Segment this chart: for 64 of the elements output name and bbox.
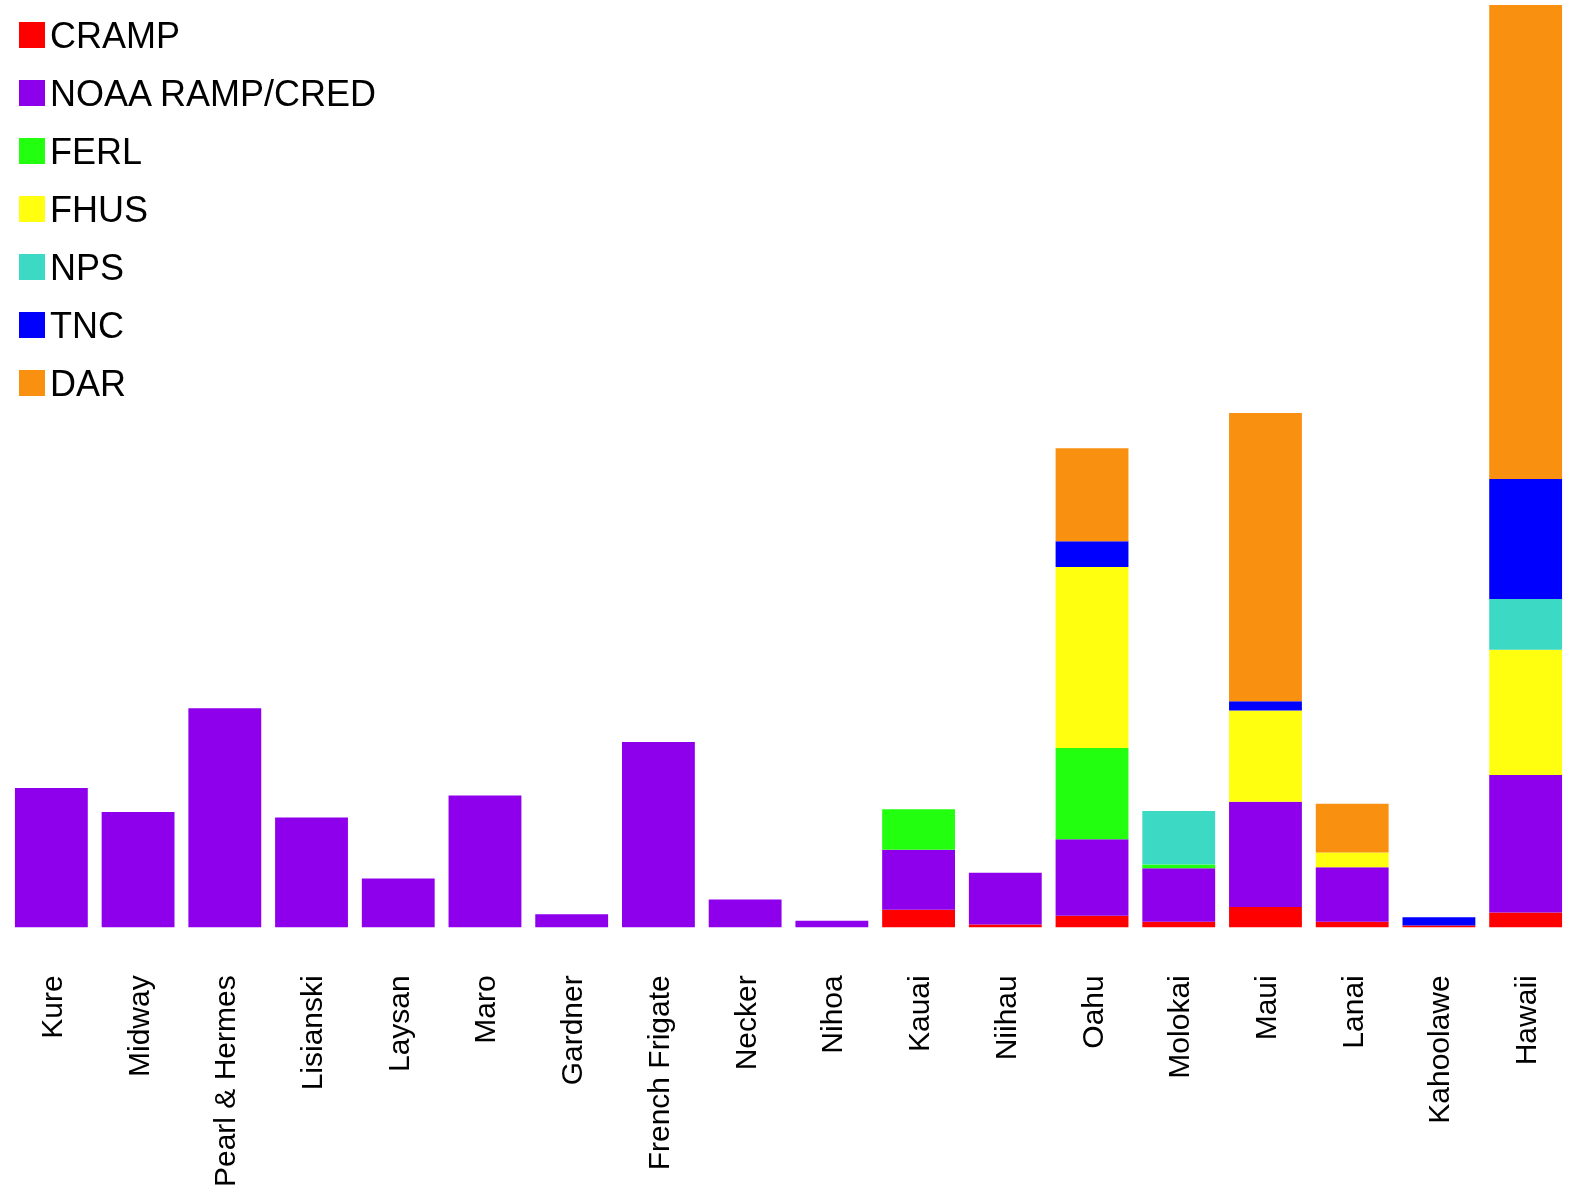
bar [361, 878, 435, 928]
bar [1489, 5, 1563, 480]
bar [101, 811, 175, 928]
bar [535, 914, 609, 928]
bar [1142, 811, 1216, 865]
bar [1229, 801, 1302, 907]
x-tick-label: Kure [34, 975, 68, 1039]
bar [1402, 917, 1476, 926]
legend-label: FERL [50, 130, 143, 172]
bar [188, 708, 262, 928]
bar [1489, 912, 1563, 928]
bar [795, 920, 869, 928]
bar [1315, 803, 1389, 853]
bar [1315, 867, 1389, 922]
bar [1055, 541, 1129, 568]
legend-label: NOAA RAMP/CRED [50, 72, 377, 114]
bar [1489, 598, 1563, 650]
x-tick-label: Gardner [555, 975, 589, 1086]
bar [1055, 839, 1129, 916]
bar [882, 849, 956, 910]
bar [1229, 906, 1302, 928]
x-tick-label: Maro [468, 975, 502, 1044]
legend-label: NPS [50, 246, 125, 288]
legend-label: TNC [50, 304, 124, 346]
x-tick-label: Necker [728, 975, 762, 1071]
bar [968, 872, 1042, 925]
bar [275, 817, 348, 928]
bar [1142, 921, 1216, 928]
x-tick-label: Lanai [1335, 975, 1369, 1049]
bar [1229, 701, 1302, 711]
bar [1489, 775, 1563, 913]
bar [1315, 852, 1389, 868]
legend-label: FHUS [50, 188, 148, 230]
bar [1489, 649, 1563, 776]
bar [448, 795, 522, 928]
x-tick-label: Oahu [1075, 975, 1109, 1049]
bar [1055, 747, 1129, 840]
x-tick-label: Midway [121, 975, 155, 1077]
bar [621, 741, 695, 928]
x-tick-label: French Frigate [641, 975, 675, 1171]
x-tick-label: Laysan [381, 975, 415, 1073]
bar [1229, 710, 1302, 802]
legend-label: CRAMP [50, 14, 181, 56]
x-tick-label: Kauai [902, 975, 936, 1053]
bar [1142, 868, 1216, 922]
x-tick-label: Lisianski [295, 975, 329, 1091]
bar [882, 809, 956, 850]
x-tick-label: Hawaii [1509, 975, 1543, 1066]
x-tick-label: Kahoolawe [1422, 975, 1456, 1124]
x-tick-label: Molokai [1162, 975, 1196, 1079]
x-tick-label: Nihoa [815, 974, 849, 1054]
bar [1055, 915, 1129, 928]
bar [1055, 448, 1129, 542]
bar [882, 909, 956, 928]
bar [1315, 921, 1389, 928]
x-tick-label: Niihau [988, 975, 1022, 1061]
legend-label: DAR [50, 362, 127, 404]
bar [1489, 479, 1563, 599]
bar [14, 788, 88, 928]
bar [708, 899, 782, 928]
x-tick-label: Maui [1248, 975, 1282, 1041]
bar [1055, 567, 1129, 748]
x-tick-label: Pearl & Hermes [208, 975, 242, 1188]
bar [1229, 413, 1302, 702]
